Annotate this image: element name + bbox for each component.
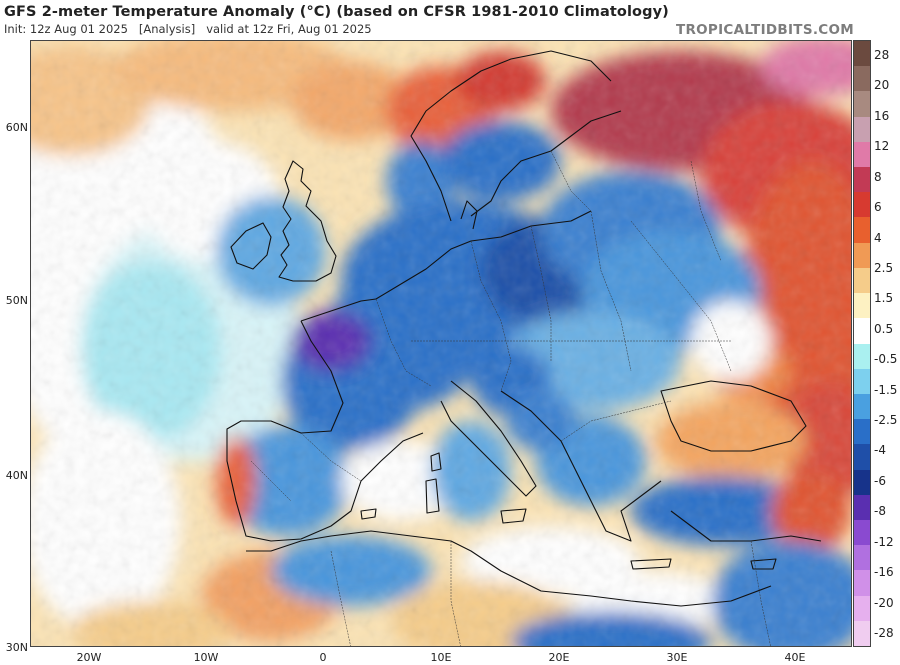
colorbar-swatch (854, 167, 870, 193)
lon-label-20e: 20E (548, 651, 570, 664)
colorbar-label: 8 (874, 169, 882, 184)
lon-label-40e: 40E (784, 651, 806, 664)
colorbar-swatch (854, 595, 870, 622)
colorbar-swatch (854, 545, 870, 571)
border-icon (250, 150, 771, 646)
colorbar-label: 1.5 (874, 291, 894, 306)
colorbar-label: -20 (874, 595, 894, 610)
anomaly-map[interactable] (30, 40, 852, 647)
lon-label-0: 0 (319, 651, 327, 664)
colorbar-swatch (854, 393, 870, 420)
colorbar-swatch (854, 293, 870, 319)
colorbar-label: 16 (874, 108, 890, 123)
lat-label-50n: 50N (5, 294, 28, 307)
colorbar-label: -6 (874, 473, 886, 488)
lat-label-40n: 40N (5, 469, 28, 482)
map-title: GFS 2-meter Temperature Anomaly (°C) (ba… (4, 4, 669, 20)
field-texture (31, 41, 851, 646)
colorbar-label: 0.5 (874, 321, 894, 336)
colorbar-swatch (854, 343, 870, 370)
colorbar-label: -4 (874, 443, 886, 458)
lat-label-30n: 30N (5, 641, 28, 654)
colorbar-swatch (854, 469, 870, 496)
colorbar-label: -0.5 (874, 352, 898, 367)
colorbar-swatch (854, 141, 870, 168)
colorbar-label: 12 (874, 139, 890, 154)
colorbar-label: 20 (874, 78, 890, 93)
colorbar-swatch (854, 519, 870, 546)
colorbar-swatch (854, 41, 870, 67)
colorbar-label: -12 (874, 534, 894, 549)
colorbar-swatch (854, 192, 870, 218)
colorbar-swatch (854, 66, 870, 92)
colorbar-label: -8 (874, 504, 886, 519)
colorbar-swatch (854, 217, 870, 244)
lat-label-60n: 60N (5, 121, 28, 134)
colorbar-swatch (854, 242, 870, 269)
header: GFS 2-meter Temperature Anomaly (°C) (ba… (0, 0, 900, 40)
colorbar-swatch (854, 494, 870, 521)
colorbar-swatch (854, 570, 870, 597)
colorbar-label: 28 (874, 48, 890, 62)
colorbar-swatch (854, 368, 870, 395)
lon-label-10e: 10E (430, 651, 452, 664)
lon-label-30e: 30E (666, 651, 688, 664)
colorbar-label: -2.5 (874, 413, 898, 428)
colorbar-swatch (854, 444, 870, 471)
colorbar-label: -16 (874, 565, 894, 580)
colorbar-swatch (854, 91, 870, 118)
lon-label-10w: 10W (193, 651, 219, 664)
colorbar (853, 40, 871, 647)
colorbar-label: 2.5 (874, 260, 894, 275)
colorbar-label: -28 (874, 626, 894, 640)
map-canvas (31, 41, 851, 646)
lon-label-20w: 20W (76, 651, 102, 664)
brand-watermark[interactable]: TROPICALTIDBITS.COM (675, 22, 854, 38)
colorbar-label: -1.5 (874, 382, 898, 397)
colorbar-label: 6 (874, 200, 882, 215)
colorbar-label: 4 (874, 230, 882, 245)
colorbar-swatch (854, 267, 870, 294)
map-subtitle: Init: 12z Aug 01 2025 [Analysis] valid a… (4, 22, 372, 36)
colorbar-swatch (854, 318, 870, 344)
colorbar-swatch (854, 620, 870, 647)
colorbar-swatch (854, 419, 870, 445)
colorbar-swatch (854, 116, 870, 143)
